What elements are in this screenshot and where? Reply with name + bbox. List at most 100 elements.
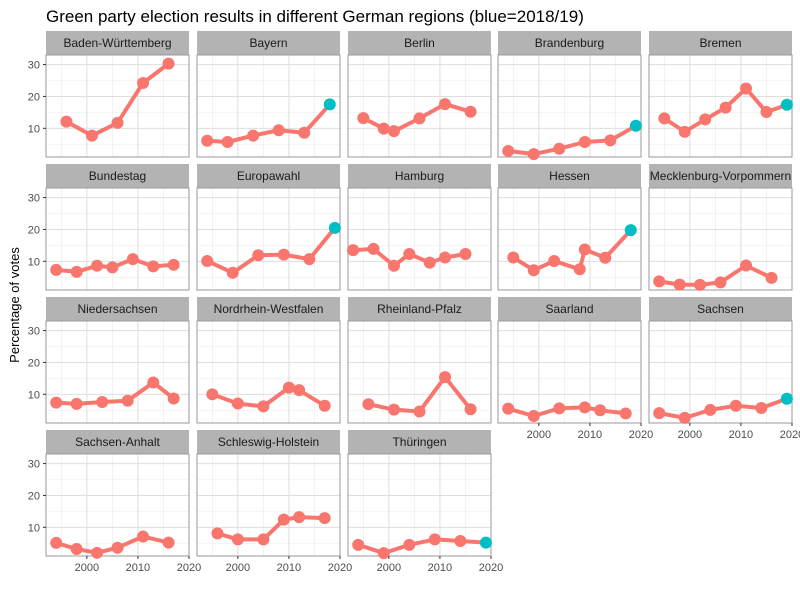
- panel-strip: [197, 31, 340, 55]
- data-point: [439, 371, 452, 384]
- panel-saarland: Saarland 2000 2010 2020: [497, 297, 653, 441]
- data-point: [678, 411, 691, 424]
- panel-background: [348, 188, 491, 290]
- x-tick-label: 2000: [75, 562, 99, 574]
- data-point: [459, 247, 472, 260]
- data-point: [60, 115, 73, 128]
- data-point: [277, 248, 290, 261]
- panel-strip-label: Europawahl: [237, 169, 300, 183]
- panel-berlin: Berlin: [347, 31, 492, 158]
- panel-strip: [348, 31, 491, 55]
- data-point: [454, 535, 467, 548]
- data-point: [699, 113, 712, 126]
- panel-strip: [498, 297, 641, 321]
- y-tick-label: 30: [28, 326, 40, 338]
- x-tick-label: 2020: [177, 562, 201, 574]
- y-tick-label: 10: [28, 256, 40, 268]
- panel-strip: [649, 164, 792, 188]
- panel-strip-label: Baden-Württemberg: [63, 36, 171, 50]
- x-tick-label: 2000: [377, 562, 401, 574]
- data-point: [594, 404, 607, 417]
- data-point: [507, 251, 520, 264]
- x-tick-label: 2010: [277, 562, 301, 574]
- data-point: [252, 249, 265, 262]
- panel-baden-w-rttemberg: Baden-Württemberg 10 20 30: [28, 31, 190, 158]
- data-point: [347, 244, 360, 257]
- panel-strip-label: Bayern: [249, 36, 287, 50]
- data-point-highlight: [328, 221, 341, 234]
- data-point-highlight: [780, 98, 793, 111]
- data-point: [502, 402, 515, 415]
- data-point: [85, 129, 98, 142]
- panel-strip: [649, 297, 792, 321]
- data-point: [578, 136, 591, 149]
- panel-border: [196, 453, 341, 557]
- panel-background: [348, 454, 491, 556]
- panel-border: [45, 187, 190, 291]
- data-point: [50, 536, 63, 549]
- y-tick-label: 10: [28, 123, 40, 135]
- data-point: [428, 533, 441, 546]
- data-point: [502, 144, 515, 157]
- data-point: [439, 251, 452, 264]
- data-point: [755, 402, 768, 415]
- data-point: [137, 530, 150, 543]
- data-point: [247, 129, 260, 142]
- panel-border: [196, 54, 341, 158]
- panel-border: [347, 320, 492, 424]
- panel-border: [45, 453, 190, 557]
- data-point: [362, 398, 375, 411]
- data-point: [439, 98, 452, 111]
- data-point: [599, 251, 612, 264]
- data-point: [282, 381, 295, 394]
- data-point: [126, 253, 139, 266]
- data-point: [413, 112, 426, 125]
- data-point: [729, 399, 742, 412]
- panel-background: [498, 55, 641, 157]
- y-axis-label: Percentage of votes: [7, 247, 22, 363]
- data-point: [719, 101, 732, 114]
- data-point-highlight: [780, 392, 793, 405]
- panel-strip: [498, 164, 641, 188]
- x-tick-label: 2020: [479, 562, 503, 574]
- data-point: [678, 125, 691, 138]
- data-point: [464, 105, 477, 118]
- panel-schleswig-holstein: Schleswig-Holstein 2000 2010 2020: [196, 430, 352, 574]
- panel-brandenburg: Brandenburg: [497, 31, 642, 161]
- panel-border: [347, 187, 492, 291]
- y-tick-label: 20: [28, 490, 40, 502]
- panel-sachsen-anhalt: Sachsen-Anhalt 10 20 30 2000 2010 2020: [28, 430, 201, 574]
- data-point: [714, 276, 727, 289]
- x-tick-label: 2000: [678, 429, 702, 441]
- chart-title: Green party election results in differen…: [46, 7, 584, 26]
- panel-border: [648, 320, 793, 424]
- panel-background: [46, 55, 189, 157]
- data-point: [318, 512, 331, 525]
- data-point: [740, 82, 753, 95]
- data-point-highlight: [323, 98, 336, 111]
- data-point: [403, 247, 416, 260]
- panel-background: [348, 55, 491, 157]
- data-point: [96, 395, 109, 408]
- data-point: [553, 142, 566, 155]
- panel-th-ringen: Thüringen 2000 2010 2020: [347, 430, 503, 574]
- data-point: [760, 106, 773, 119]
- data-point: [91, 546, 104, 559]
- panel-strip: [197, 164, 340, 188]
- data-point: [303, 253, 316, 266]
- x-tick-label: 2010: [729, 429, 753, 441]
- panel-border: [196, 320, 341, 424]
- data-point: [367, 242, 380, 255]
- data-point: [167, 258, 180, 271]
- data-point: [578, 401, 591, 414]
- panel-background: [46, 188, 189, 290]
- data-point: [765, 271, 778, 284]
- x-tick-label: 2020: [780, 429, 800, 441]
- panel-strip-label: Brandenburg: [535, 36, 604, 50]
- data-point: [221, 136, 234, 149]
- panel-background: [498, 188, 641, 290]
- panel-border: [648, 187, 793, 291]
- y-tick-label: 20: [28, 224, 40, 236]
- data-point: [377, 547, 390, 560]
- data-point: [553, 402, 566, 415]
